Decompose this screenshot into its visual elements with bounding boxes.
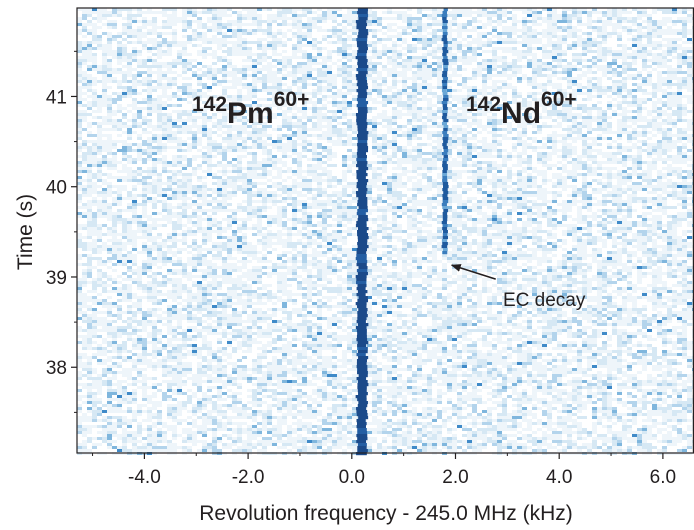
trace-pm [355,8,369,456]
ec-decay-label: EC decay [503,290,586,311]
y-tick-label: 38 [46,358,67,379]
y-axis: 38 39 40 41 [46,50,77,413]
ion-label-pm: 142Pm60+ [192,88,309,130]
trace-nd [441,8,449,255]
x-tick-label: 6.0 [650,467,676,488]
ion-label-nd-mass: 142 [466,93,501,116]
y-tick-label: 40 [46,178,67,199]
heatmap-noise [77,8,694,455]
x-axis-title: Revolution frequency - 245.0 MHz (kHz) [199,502,572,525]
x-tick-label: 0.0 [339,467,365,488]
ion-label-nd-charge: 60+ [541,88,577,111]
ion-label-nd-element: Nd [501,97,541,130]
y-axis-title: Time (s) [14,194,37,270]
ion-label-pm-element: Pm [227,97,274,130]
ion-label-nd: 142Nd60+ [466,88,577,130]
y-tick-label: 41 [46,87,67,108]
x-tick-label: -4.0 [128,467,161,488]
x-tick-label: 2.0 [442,467,468,488]
frequency-traces [355,8,449,456]
ion-label-pm-charge: 60+ [274,88,310,111]
x-tick-label: 4.0 [546,467,572,488]
plot-frame [76,7,694,454]
x-axis: -4.0 -2.0 0.0 2.0 4.0 6.0 [92,453,676,488]
ion-label-pm-mass: 142 [192,93,227,116]
x-tick-label: -2.0 [232,467,265,488]
y-tick-label: 39 [46,268,67,289]
ec-decay-arrow [450,264,496,280]
